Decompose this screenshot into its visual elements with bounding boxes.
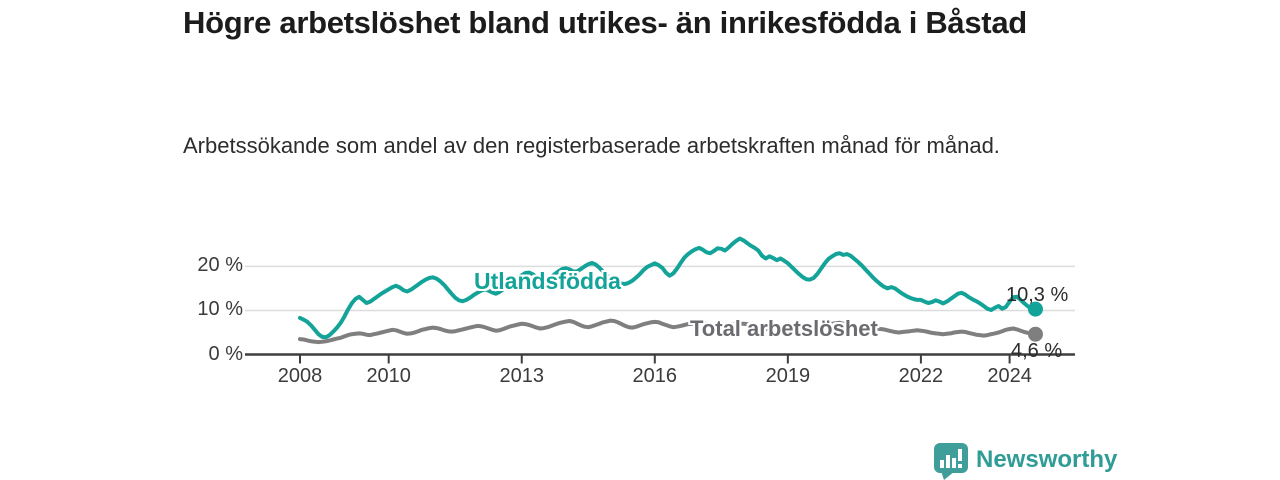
series-line-1	[298, 318, 1038, 345]
series-label-total-arbetsloshet: Total arbetslöshet	[690, 316, 878, 341]
y-tick-label: 20 %	[197, 254, 243, 277]
newsworthy-logo: Newsworthy	[934, 443, 1117, 480]
chart-title: Högre arbetslöshet bland utrikes- än inr…	[183, 5, 1027, 40]
x-tick-label: 2016	[632, 365, 678, 387]
x-tick-label: 2008	[277, 365, 323, 387]
series-line-0	[298, 236, 1038, 340]
end-value-label-utlandsfodda: 10,3 %	[1006, 284, 1069, 306]
x-tick-label: 2019	[765, 365, 811, 387]
x-tick-label: 2010	[366, 365, 411, 387]
end-dot-1	[1027, 326, 1043, 342]
x-tick-label: 2022	[898, 365, 944, 387]
end-value-label-total-arbetsloshet: 4,6 %	[1011, 340, 1063, 362]
chart-subtitle: Arbetssökande som andel av den registerb…	[183, 133, 1000, 158]
end-dot-0	[1027, 301, 1043, 317]
x-tick-label: 2024	[987, 365, 1032, 387]
y-tick-label: 0 %	[208, 342, 243, 365]
newsworthy-logo-icon	[934, 443, 968, 480]
series-label-utlandsfodda: Utlandsfödda	[474, 268, 621, 294]
newsworthy-wordmark: Newsworthy	[976, 446, 1118, 473]
x-tick-label: 2013	[499, 365, 545, 387]
y-tick-label: 10 %	[197, 298, 243, 321]
